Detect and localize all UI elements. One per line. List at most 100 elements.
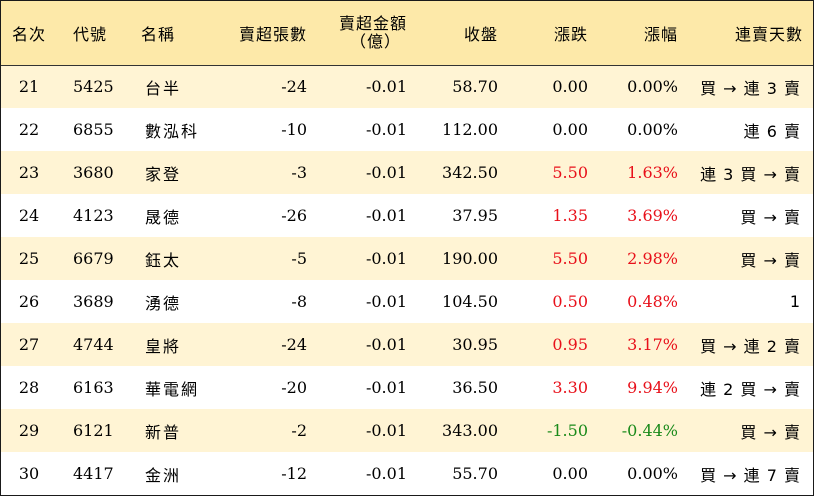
net-sell-lots-cell: -12: [281, 464, 307, 483]
net-sell-lots-cell: -2: [291, 421, 307, 440]
rank-cell: 30: [18, 464, 40, 483]
table-row: 22 6855 數泓科 -10 -0.01 112.00 0.00 0.00% 連 6 賣: [1, 108, 813, 151]
table-row: 23 3680 家登 -3 -0.01 342.50 5.50 1.63% 連 3 買 → 賣: [1, 151, 813, 194]
table-row: 21 5425 台半 -24 -0.01 58.70 0.00 0.00% 買 → 連 3 賣: [1, 65, 813, 108]
net-sell-amount-cell: -0.01: [365, 335, 407, 354]
net-sell-amount-cell: -0.01: [365, 206, 407, 225]
stock-code-cell: 4123: [73, 206, 114, 225]
streak-cell: 買 → 賣: [740, 207, 801, 227]
change-cell: 0.50: [552, 292, 588, 311]
net-sell-amount-cell: -0.01: [365, 120, 407, 139]
net-sell-lots-cell: -3: [291, 163, 307, 182]
streak-cell: 連 3 買 → 賣: [700, 164, 801, 184]
rank-cell: 27: [18, 335, 40, 354]
rank-cell: 28: [18, 378, 40, 397]
stock-name-cell: 晟德: [145, 207, 182, 227]
stock-name-cell: 新普: [145, 422, 182, 442]
stock-code-cell: 4744: [73, 335, 114, 354]
change-cell: 0.00: [552, 77, 588, 97]
change-cell: 3.30: [552, 378, 588, 397]
net-sell-amount-cell: -0.01: [365, 464, 407, 483]
stock-code-cell: 5425: [73, 77, 114, 97]
change-cell: 1.35: [552, 206, 588, 225]
streak-cell: 買 → 賣: [740, 422, 801, 442]
streak-cell: 連 6 賣: [743, 121, 801, 141]
stock-code-cell: 6121: [73, 421, 114, 440]
table-row: 29 6121 新普 -2 -0.01 343.00 -1.50 -0.44% 買 → 賣: [1, 409, 813, 452]
rank-cell: 26: [18, 292, 40, 311]
change-pct-cell: 9.94%: [627, 378, 678, 397]
close-price-cell: 55.70: [452, 464, 498, 483]
stock-name-cell: 家登: [145, 164, 182, 184]
streak-cell: 買 → 賣: [740, 250, 801, 270]
net-sell-lots-cell: -5: [291, 249, 307, 268]
close-price-cell: 190.00: [442, 249, 498, 268]
table-row: 28 6163 華電網 -20 -0.01 36.50 3.30 9.94% 連 2 買 → 賣: [1, 366, 813, 409]
change-pct-cell: 3.17%: [627, 335, 678, 354]
close-price-cell: 36.50: [452, 378, 498, 397]
streak-cell: 買 → 連 2 賣: [700, 336, 801, 356]
net-sell-lots-cell: -24: [281, 77, 307, 97]
net-sell-lots-cell: -20: [281, 378, 307, 397]
stock-name-cell: 數泓科: [145, 121, 200, 141]
streak-cell: 連 2 買 → 賣: [700, 379, 801, 399]
table-row: 24 4123 晟德 -26 -0.01 37.95 1.35 3.69% 買 → 賣: [1, 194, 813, 237]
close-price-cell: 112.00: [442, 120, 498, 139]
close-price-cell: 104.50: [442, 292, 498, 311]
close-price-cell: 30.95: [452, 335, 498, 354]
table-row: 26 3689 湧德 -8 -0.01 104.50 0.50 0.48% 1: [1, 280, 813, 323]
net-sell-amount-cell: -0.01: [365, 292, 407, 311]
change-pct-cell: 0.00%: [627, 120, 678, 139]
change-cell: 0.95: [552, 335, 588, 354]
streak-cell: 買 → 連 7 賣: [700, 465, 801, 485]
header-rank: 名次: [1, 1, 57, 66]
header-net-sell-amount-line1: 賣超金額: [338, 13, 407, 33]
stock-name-cell: 湧德: [145, 293, 182, 313]
rank-cell: 22: [18, 120, 40, 139]
header-streak: 連賣天數: [688, 1, 813, 66]
change-cell: 0.00: [552, 120, 588, 139]
rank-cell: 24: [18, 206, 40, 225]
header-name: 名稱: [123, 1, 219, 66]
header-close: 收盤: [417, 1, 508, 66]
net-sell-amount-cell: -0.01: [365, 378, 407, 397]
rank-cell: 23: [18, 163, 40, 182]
stock-code-cell: 6679: [73, 249, 114, 268]
change-pct-cell: 0.00%: [627, 464, 678, 483]
change-pct-cell: 0.00%: [627, 77, 678, 97]
change-pct-cell: 2.98%: [627, 249, 678, 268]
streak-cell: 1: [789, 292, 801, 311]
net-sell-amount-cell: -0.01: [365, 249, 407, 268]
header-net-sell-lots: 賣超張數: [219, 1, 317, 66]
stock-code-cell: 3680: [73, 163, 114, 182]
net-sell-lots-cell: -10: [281, 120, 307, 139]
table-header: 名次 代號 名稱 賣超張數 賣超金額 （億） 收盤 漲跌 漲幅 連賣天數: [1, 1, 813, 66]
net-sell-amount-cell: -0.01: [365, 421, 407, 440]
stock-code-cell: 3689: [73, 292, 114, 311]
change-pct-cell: 3.69%: [627, 206, 678, 225]
change-pct-cell: -0.44%: [621, 421, 678, 440]
stock-name-cell: 金洲: [145, 465, 182, 485]
stock-name-cell: 鈺太: [145, 250, 182, 270]
streak-cell: 買 → 連 3 賣: [700, 78, 801, 98]
header-code: 代號: [57, 1, 123, 66]
rank-cell: 25: [18, 249, 40, 268]
change-pct-cell: 0.48%: [627, 292, 678, 311]
change-cell: -1.50: [546, 421, 588, 440]
rank-cell: 29: [18, 421, 40, 440]
header-change: 漲跌: [508, 1, 598, 66]
table-row: 27 4744 皇將 -24 -0.01 30.95 0.95 3.17% 買 → 連 2 賣: [1, 323, 813, 366]
header-change-pct: 漲幅: [598, 1, 688, 66]
header-net-sell-amount-line2: （億）: [349, 31, 401, 51]
stock-name-cell: 台半: [145, 78, 182, 98]
close-price-cell: 37.95: [452, 206, 498, 225]
table-row: 30 4417 金洲 -12 -0.01 55.70 0.00 0.00% 買 → 連 7 賣: [1, 452, 813, 495]
net-sell-lots-cell: -24: [281, 335, 307, 354]
table-row: 25 6679 鈺太 -5 -0.01 190.00 5.50 2.98% 買 → 賣: [1, 237, 813, 280]
change-cell: 5.50: [552, 163, 588, 182]
stock-code-cell: 6163: [73, 378, 114, 397]
stock-code-cell: 6855: [73, 120, 114, 139]
header-row: 名次 代號 名稱 賣超張數 賣超金額 （億） 收盤 漲跌 漲幅 連賣天數: [1, 1, 813, 66]
net-sell-amount-cell: -0.01: [365, 77, 407, 97]
